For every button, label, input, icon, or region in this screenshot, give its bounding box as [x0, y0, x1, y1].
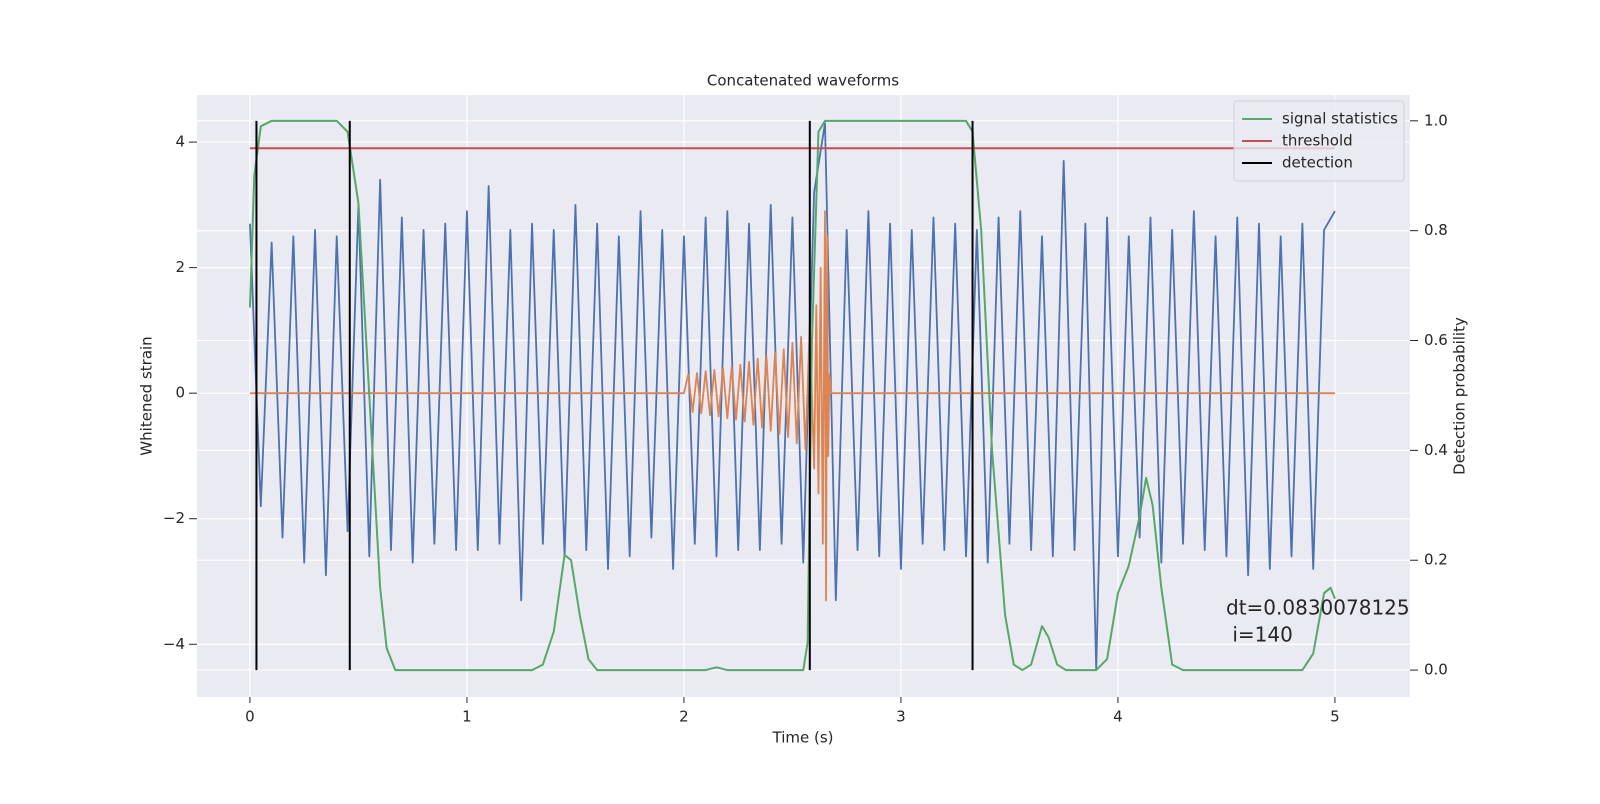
- y-tick-label: −2: [163, 509, 185, 527]
- series-line: [248, 119, 1336, 672]
- y2-tick-label: 0.2: [1424, 551, 1448, 569]
- legend-label: detection: [1282, 154, 1353, 172]
- chart-title: Concatenated waveforms: [707, 72, 899, 90]
- axes: 0 1 2 3 4 5 −4 −2 0 2 4 0.0 0.2 0.4 0.6 0.8 1.0: [163, 111, 1448, 725]
- y2-tick-label: 0.4: [1424, 441, 1448, 459]
- x-axis-label: Time (s): [772, 729, 834, 747]
- legend-label: signal statistics: [1282, 110, 1398, 128]
- x-tick-label: 3: [896, 708, 906, 726]
- x-tick-label: 1: [462, 708, 472, 726]
- x-tick-label: 5: [1330, 708, 1340, 726]
- marks: [248, 119, 1336, 672]
- y-tick-label: 2: [175, 258, 185, 276]
- y-tick-label: 4: [175, 133, 185, 151]
- annotation: i=140: [1226, 623, 1293, 647]
- y2-tick-label: 0.8: [1424, 221, 1448, 239]
- y2-tick-label: 1.0: [1424, 111, 1448, 129]
- y2-tick-label: 0.6: [1424, 331, 1448, 349]
- x-tick-label: 4: [1113, 708, 1123, 726]
- y2-tick-label: 0.0: [1424, 661, 1448, 679]
- legend-label: threshold: [1282, 132, 1353, 150]
- y-tick-label: 0: [175, 384, 185, 402]
- series-line: [249, 210, 1335, 602]
- series-line: [249, 122, 1336, 671]
- annotation: dt=0.0830078125: [1226, 596, 1410, 620]
- legend: signal statistics threshold detection: [1233, 100, 1405, 182]
- x-tick-label: 2: [679, 708, 689, 726]
- x-tick-label: 0: [245, 708, 255, 726]
- y-axis-label: Whitened strain: [138, 336, 156, 455]
- y2-axis-label: Detection probability: [1451, 317, 1469, 475]
- y-tick-label: −4: [163, 635, 185, 653]
- legend-box: [1233, 100, 1405, 182]
